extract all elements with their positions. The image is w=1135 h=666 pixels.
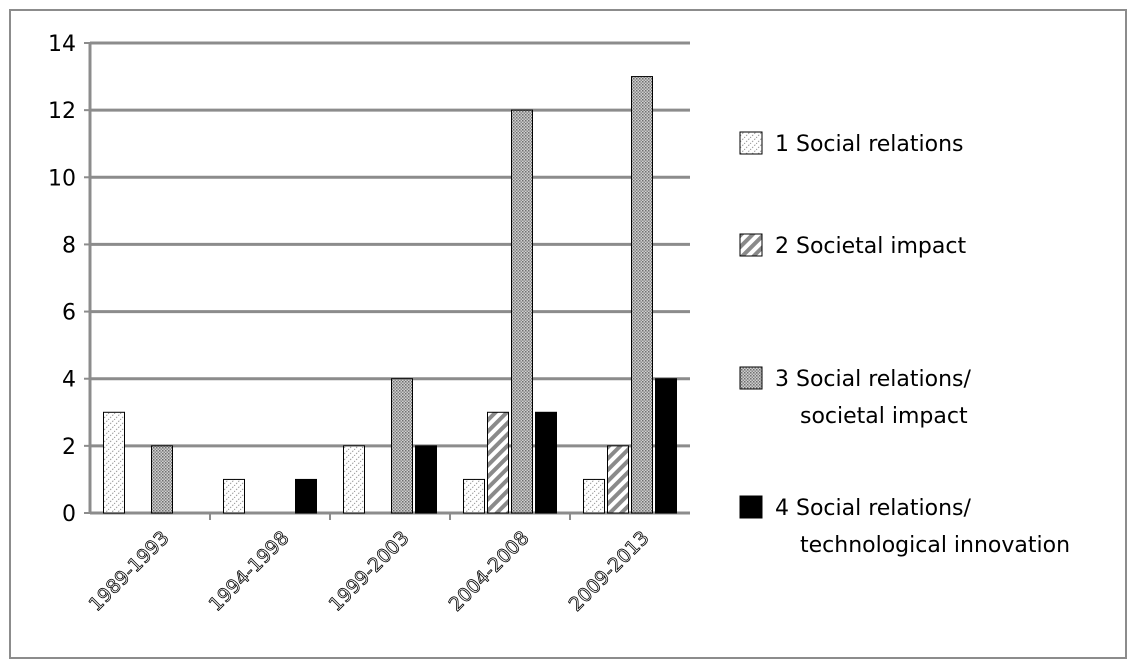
legend-swatch (739, 366, 763, 390)
x-tick-labels: 1989-1993 1994-1998 1999-2003 2004-2008 2009… (84, 527, 654, 617)
chart-frame (9, 9, 1127, 659)
y-tick-label: 8 (62, 233, 76, 258)
x-tick-label: 2004-2008 (445, 527, 534, 616)
x-tick-label: 1999-2003 (325, 527, 414, 616)
legend-label: 2 Societal impact (775, 234, 966, 259)
x-tick-label: 1989-1993 (85, 527, 174, 616)
bar (103, 411, 125, 514)
bar (487, 411, 509, 514)
bar (511, 109, 533, 514)
legend-swatch (739, 131, 763, 155)
bar (151, 445, 173, 514)
y-tick-label: 0 (62, 502, 76, 527)
bars (103, 76, 677, 514)
bar (607, 445, 629, 514)
legend-label: 3 Social relations/ (775, 367, 972, 392)
bar (655, 378, 677, 514)
legend-label: 1 Social relations (775, 132, 964, 157)
bar (223, 478, 245, 514)
y-tick-label: 2 (62, 435, 76, 460)
x-tick-label: 1994-1998 (205, 527, 294, 616)
bar (463, 478, 485, 514)
gridlines (90, 41, 690, 448)
x-tick-label: 2009-2013 (565, 527, 654, 616)
bar (343, 445, 365, 514)
legend-label: technological innovation (800, 533, 1070, 558)
bar (391, 378, 413, 514)
legend-label: 4 Social relations/ (775, 496, 972, 521)
legend-swatch (739, 233, 763, 257)
y-tick-label: 4 (62, 368, 76, 393)
y-tick-labels: 0 2 4 6 8 10 12 14 (48, 32, 76, 527)
y-tick-label: 10 (48, 166, 76, 191)
bar (631, 76, 653, 514)
bar (535, 411, 557, 514)
bar (583, 478, 605, 514)
bar (415, 445, 437, 514)
legend: 1 Social relations 2 Societal impact 3 Soc… (739, 131, 1070, 558)
y-tick-label: 12 (48, 99, 76, 124)
legend-label: societal impact (800, 404, 968, 429)
y-tick-label: 6 (62, 301, 76, 326)
bar (295, 478, 317, 514)
axes (84, 42, 690, 520)
y-tick-label: 14 (48, 32, 76, 57)
legend-swatch (739, 495, 763, 519)
